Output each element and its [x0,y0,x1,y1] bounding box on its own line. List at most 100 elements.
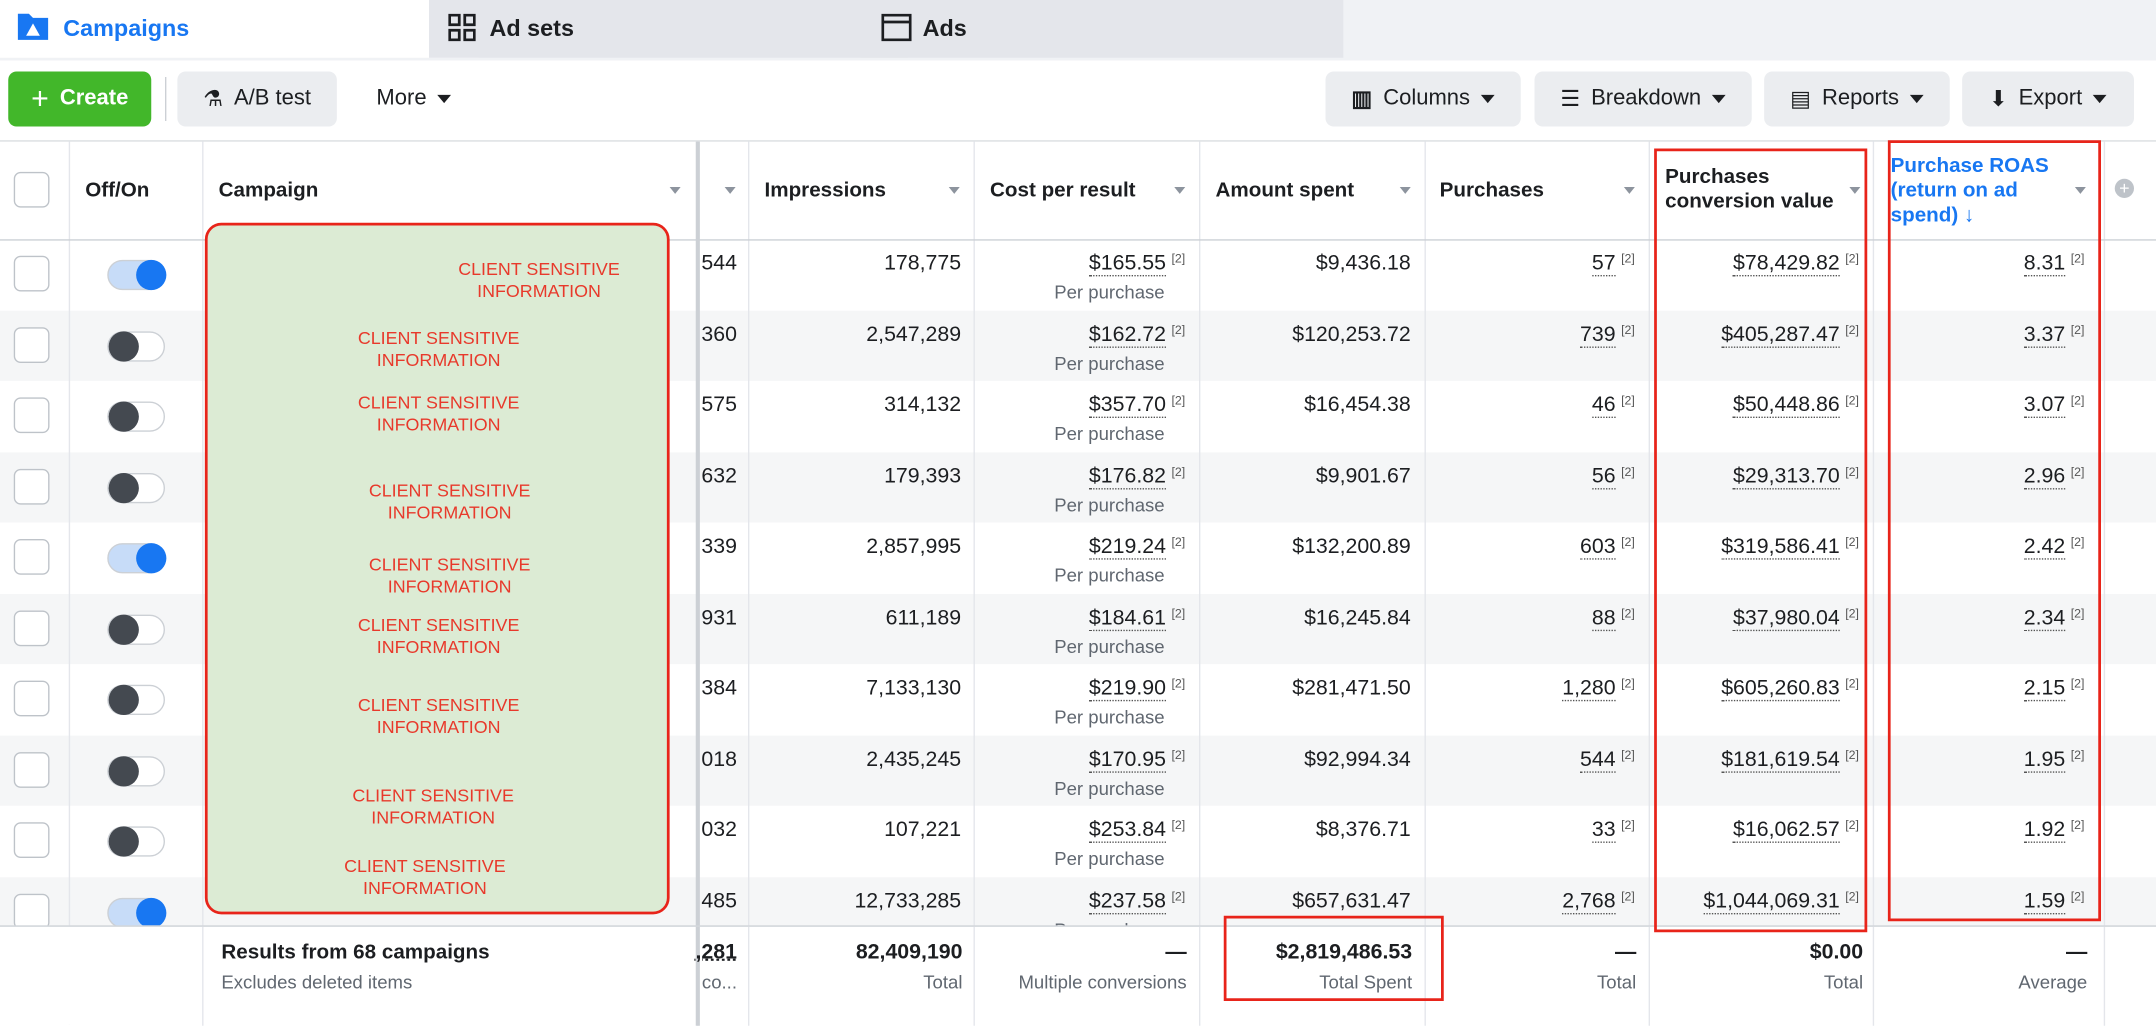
footnote-marker: [2] [1845,393,1859,407]
toggle[interactable] [107,472,165,503]
column-divider [2103,926,2106,1026]
column-header[interactable]: Purchase ROAS (return on ad spend) ↓ [1890,154,2049,227]
footnote-marker: [2] [2070,818,2085,832]
conv-value-cell: $50,448.86 [2] [1733,393,1859,418]
footer-label: Total Spent [1319,972,1413,993]
cost-cell-value: $253.84 [1088,818,1166,843]
purchases-cell-value: 739 [1580,322,1616,348]
checkbox[interactable] [13,609,50,646]
conv-value-cell: $78,429.82 [2] [1733,251,1859,277]
conv-value-cell-value: $78,429.82 [1733,251,1840,277]
column-header[interactable]: Campaign [218,178,319,203]
cost-cell: $162.72 [2] [1088,322,1185,348]
create-button[interactable]: + Create [8,71,152,127]
impressions-cell-value: 611,189 [885,605,962,630]
more-button[interactable]: More [355,72,473,127]
footnote-marker: [2] [1171,888,1186,903]
toggle[interactable] [107,897,167,928]
column-header: Off/On [85,178,150,203]
footnote-marker: [2] [1621,676,1635,691]
columns-button[interactable]: ▥ Columns [1325,71,1521,127]
tab-adsets[interactable]: Ad sets [429,0,908,58]
toggle-knob [136,543,167,574]
ab-test-button[interactable]: ⚗ A/B test [177,71,337,127]
toggle[interactable] [107,543,167,574]
footnote-marker: [2] [1845,747,1859,762]
footer-value: ,281 [695,940,737,964]
footer-label: Total [923,972,963,993]
footer-value: $2,819,486.53 [1275,940,1413,964]
checkbox[interactable] [13,822,50,858]
partial-cell-value: 632 [701,464,737,488]
column-divider [748,926,750,1026]
checkbox[interactable] [13,255,50,292]
footer-label: Average [2018,972,2088,993]
footnote-marker: [2] [1845,534,1859,549]
partial-cell: 018 [701,747,737,772]
toggle[interactable] [107,684,165,715]
toggle[interactable] [107,755,165,786]
tab-campaigns[interactable]: Campaigns [0,0,479,58]
spent-cell: $9,901.67 [1316,464,1411,489]
toggle[interactable] [107,330,165,361]
footnote-marker: [2] [2070,393,2085,407]
column-header[interactable]: Impressions [764,178,887,203]
partial-cell: 544 [701,252,737,277]
toggle-knob [108,330,139,361]
column-header[interactable]: Purchases [1439,178,1544,203]
checkbox[interactable] [13,397,50,434]
redacted-text: CLIENT SENSITIVE INFORMATION [352,785,514,828]
export-button[interactable]: ⬇ Export [1962,71,2134,127]
reports-button[interactable]: ▤ Reports [1764,71,1950,127]
column-divider [2103,141,2106,1025]
checkbox[interactable] [13,171,50,208]
checkbox[interactable] [13,468,50,504]
conv-value-cell-value: $50,448.86 [1733,393,1840,418]
toggle[interactable] [107,259,167,291]
button-label: Export [2018,86,2083,110]
tab-ads[interactable]: Ads [860,0,1344,58]
redaction-box [204,222,670,915]
breakdown-button[interactable]: ☰ Breakdown [1534,71,1752,127]
toggle[interactable] [107,401,165,432]
footer-title: Results from 68 campaigns [221,940,490,964]
footer-value: $0.00 [1809,940,1864,964]
cost-cell: $357.70 [2] [1088,393,1185,418]
checkbox[interactable] [13,751,50,788]
cost-cell-value: $219.90 [1088,676,1166,702]
footer: Results from 68 campaigns Excludes delete… [0,925,2156,1026]
cost-cell-value: $357.70 [1088,393,1166,418]
column-header[interactable]: Cost per result [990,178,1136,203]
toggle-knob [108,472,139,503]
toggle[interactable] [107,826,165,857]
cost-label: Per purchase [1054,848,1165,869]
toggle[interactable] [107,613,165,645]
footnote-marker: [2] [1621,464,1635,478]
partial-cell: 575 [701,393,737,418]
partial-cell-value: 360 [701,322,737,346]
conv-value-cell: $29,313.70 [2] [1733,464,1859,489]
cost-label: Per purchase [1054,423,1165,445]
footer-subtitle: Excludes deleted items [221,972,413,993]
checkbox[interactable] [13,680,50,717]
checkbox[interactable] [13,539,50,575]
impressions-cell-value: 2,857,995 [866,534,962,559]
roas-cell-value: 1.95 [2023,747,2066,773]
cost-label: Per purchase [1054,777,1165,799]
tab-label: Ads [922,15,967,42]
column-header[interactable]: Purchases conversion value [1665,165,1834,214]
checkbox[interactable] [13,326,50,363]
footnote-marker: [2] [2070,888,2085,903]
cost-label: Per purchase [1054,494,1165,515]
checkbox[interactable] [13,893,50,929]
column-header[interactable]: Amount spent [1215,178,1355,203]
highlight-box [1223,915,1444,1001]
impressions-cell-value: 178,775 [884,251,962,275]
roas-cell-value: 3.37 [2023,322,2066,348]
roas-cell-value: 2.96 [2023,464,2066,489]
column-divider [973,926,975,1026]
impressions-cell: 2,547,289 [866,322,961,347]
toggle-knob [136,897,167,928]
toggle-knob [108,755,139,786]
